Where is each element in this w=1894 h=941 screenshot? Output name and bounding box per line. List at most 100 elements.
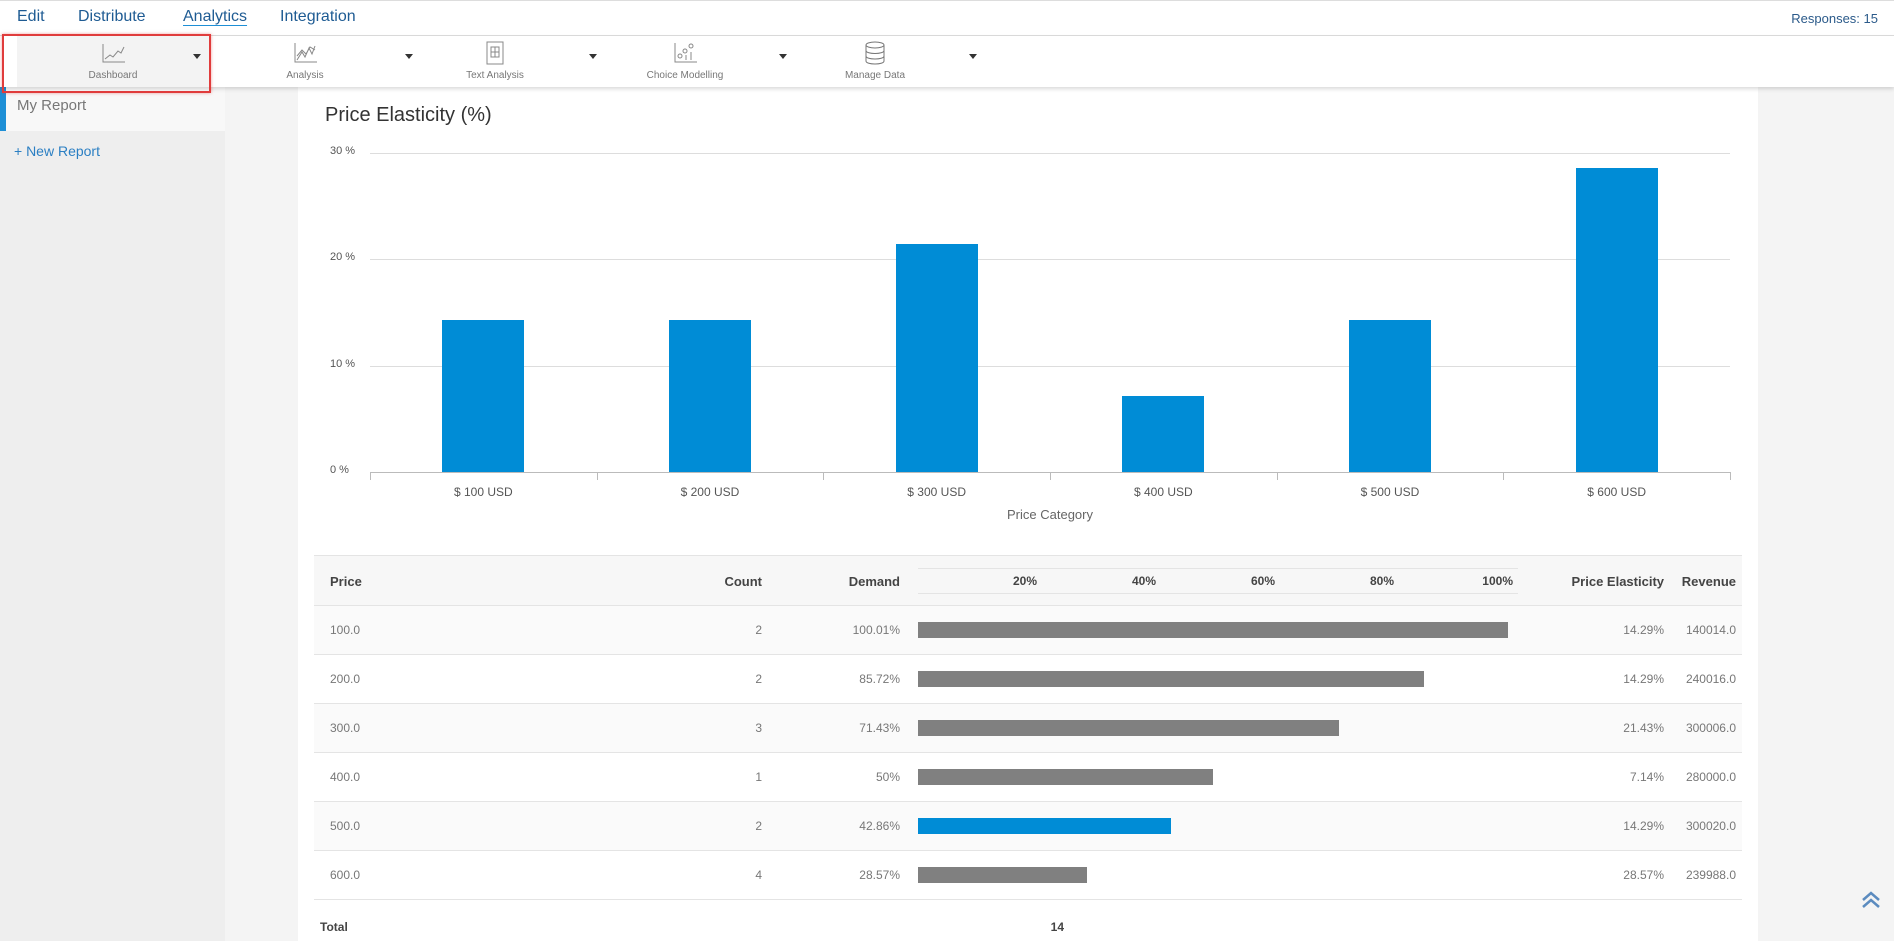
cell-price: 500.0 — [330, 819, 361, 833]
header-demand: Demand — [848, 574, 900, 589]
dropdown-arrow-icon[interactable] — [969, 54, 977, 59]
scatter-chart-icon — [674, 43, 697, 63]
table-row: 300.0 3 71.43% 21.43% 300006.0 — [314, 704, 1742, 753]
scroll-to-top-icon[interactable] — [1860, 890, 1882, 916]
cell-price-elasticity: 7.14% — [1629, 770, 1664, 784]
tool-label: Choice Modelling — [646, 70, 724, 81]
tool-manage-data[interactable]: Manage Data — [775, 36, 977, 87]
new-report-button[interactable]: + New Report — [14, 143, 100, 159]
table-header: Price Count Demand 20% 40% 60% 80% 100% Pric… — [314, 555, 1742, 606]
cell-revenue: 300020.0 — [1685, 819, 1736, 833]
cell-price: 300.0 — [330, 721, 361, 735]
cell-price: 600.0 — [330, 868, 361, 882]
demand-bar[interactable] — [918, 671, 1424, 687]
x-tick — [823, 472, 825, 480]
header-price: Price — [330, 574, 362, 589]
line-chart-icon — [102, 44, 125, 63]
x-tick — [1730, 472, 1731, 480]
cell-demand: 85.72% — [859, 672, 900, 686]
cell-revenue: 300006.0 — [1685, 721, 1736, 735]
total-label: Total — [320, 920, 348, 934]
demand-bar[interactable] — [918, 720, 1340, 736]
cell-price: 100.0 — [330, 623, 361, 637]
bar-2[interactable] — [895, 244, 978, 472]
nav-integration[interactable]: Integration — [280, 8, 356, 25]
x-tick — [370, 472, 371, 480]
total-count: 14 — [1050, 920, 1064, 934]
report-panel: Price Elasticity (%) 0 % 10 % 20 % 30 % $ 10… — [298, 87, 1758, 941]
demand-axis: 20% 40% 60% 80% 100% — [918, 568, 1518, 594]
nav-edit[interactable]: Edit — [17, 8, 45, 25]
tool-text-analysis[interactable]: Text Analysis — [395, 36, 597, 87]
cell-price-elasticity: 21.43% — [1623, 721, 1664, 735]
demand-bar[interactable] — [918, 622, 1508, 638]
cell-demand: 28.57% — [859, 868, 900, 882]
bar-4[interactable] — [1349, 320, 1431, 472]
tool-label: Text Analysis — [466, 70, 524, 81]
header-price-elasticity: Price Elasticity — [1571, 574, 1665, 589]
tool-choice-modelling[interactable]: Choice Modelling — [585, 36, 787, 87]
demand-bar[interactable] — [918, 867, 1087, 883]
responses-count: Responses: 15 — [1791, 11, 1878, 26]
table-row: 500.0 2 42.86% 14.29% 300020.0 — [314, 802, 1742, 851]
tool-label: Analysis — [286, 70, 324, 81]
bar-0[interactable] — [442, 320, 525, 472]
database-icon — [865, 41, 885, 65]
dropdown-arrow-icon[interactable] — [405, 54, 413, 59]
cell-price: 400.0 — [330, 770, 361, 784]
cell-count: 2 — [755, 819, 762, 833]
y-tick-label: 20 % — [330, 251, 356, 264]
tool-label: Manage Data — [844, 70, 906, 81]
dropdown-arrow-icon[interactable] — [589, 54, 597, 59]
x-tick-label: $ 100 USD — [453, 485, 513, 499]
header-revenue: Revenue — [1681, 574, 1736, 589]
cell-demand: 100.01% — [852, 623, 900, 637]
table-row: 100.0 2 100.01% 14.29% 140014.0 — [314, 606, 1742, 655]
cell-price-elasticity: 14.29% — [1623, 819, 1664, 833]
tool-analysis[interactable]: Analysis — [205, 36, 413, 87]
y-tick-label: 0 % — [330, 464, 349, 476]
nav-distribute[interactable]: Distribute — [78, 8, 146, 25]
demand-axis-label: 60% — [1250, 574, 1275, 588]
x-tick-label: $ 200 USD — [680, 485, 740, 499]
cell-count: 1 — [755, 770, 762, 784]
table-row: 600.0 4 28.57% 28.57% 239988.0 — [314, 851, 1742, 900]
demand-bar[interactable] — [918, 818, 1171, 834]
cell-demand: 50% — [875, 770, 900, 784]
demand-bar[interactable] — [918, 769, 1213, 785]
nav-analytics[interactable]: Analytics — [183, 8, 248, 25]
demand-axis-label: 100% — [1482, 574, 1513, 588]
header-count: Count — [724, 574, 762, 589]
demand-axis-label: 20% — [1012, 574, 1037, 588]
demand-axis-label: 40% — [1131, 574, 1156, 588]
cell-count: 4 — [755, 868, 762, 882]
cell-count: 2 — [755, 672, 762, 686]
chart-title: Price Elasticity (%) — [325, 104, 492, 126]
dropdown-arrow-icon[interactable] — [193, 54, 201, 59]
toolbar: Dashboard Analysis Text Analysis Choice … — [0, 36, 1894, 87]
sidebar-item-my-report[interactable]: My Report — [0, 87, 225, 131]
x-tick-label: $ 400 USD — [1133, 485, 1193, 499]
x-tick — [1050, 472, 1051, 480]
x-axis-title: Price Category — [1007, 507, 1093, 522]
cell-demand: 71.43% — [859, 721, 900, 735]
y-tick-label: 10 % — [330, 357, 356, 370]
bar-3[interactable] — [1122, 396, 1205, 472]
dropdown-arrow-icon[interactable] — [779, 54, 787, 59]
bar-1[interactable] — [669, 320, 751, 472]
bar-chart: 0 % 10 % 20 % 30 % $ 100 USD $ 200 USD $ 300 U… — [298, 87, 1758, 547]
cell-demand: 42.86% — [859, 819, 900, 833]
table-row: 200.0 2 85.72% 14.29% 240016.0 — [314, 655, 1742, 704]
cell-price-elasticity: 14.29% — [1623, 672, 1664, 686]
cell-price: 200.0 — [330, 672, 361, 686]
y-tick-label: 30 % — [330, 145, 356, 157]
bar-5[interactable] — [1575, 168, 1658, 472]
x-tick — [1503, 472, 1505, 480]
cell-revenue: 239988.0 — [1685, 868, 1736, 882]
cell-price-elasticity: 28.57% — [1623, 868, 1664, 882]
tool-dashboard[interactable]: Dashboard — [17, 36, 209, 87]
document-grid-icon — [486, 41, 504, 65]
gridline — [370, 259, 1730, 261]
cell-count: 3 — [755, 721, 762, 735]
multi-line-chart-icon — [294, 43, 317, 63]
